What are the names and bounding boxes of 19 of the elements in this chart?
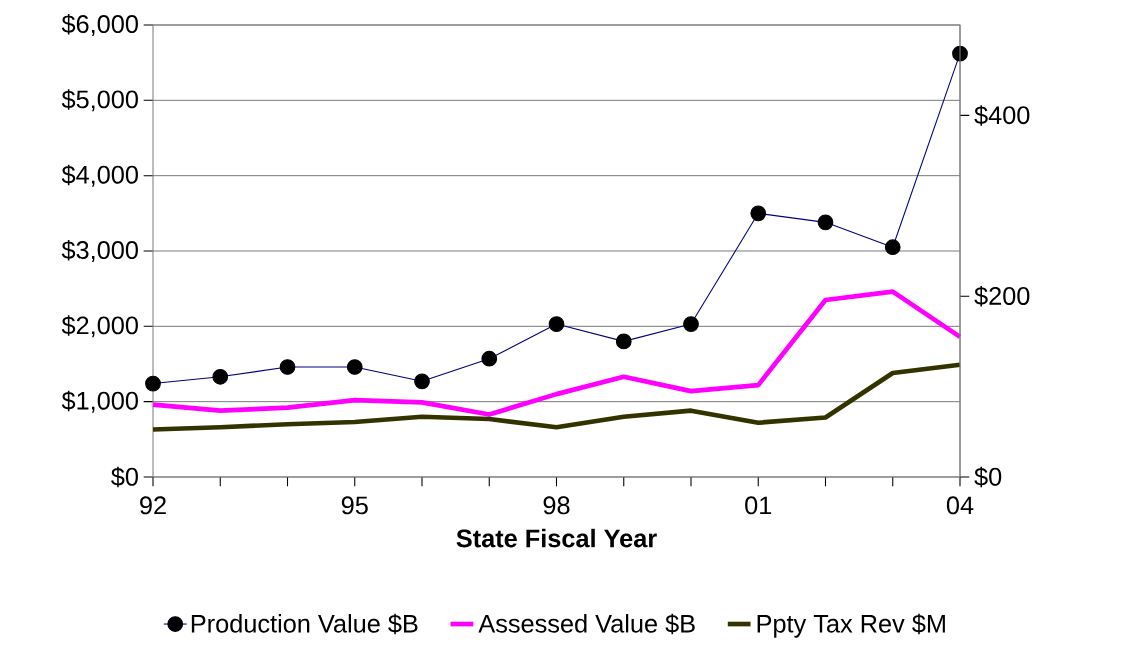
y2-tick-label: $0 xyxy=(974,466,1002,488)
y-tick-label: $5,000 xyxy=(61,89,138,112)
y-tick-label: $2,000 xyxy=(61,315,138,338)
x-tick-label: 98 xyxy=(543,496,570,515)
y2-tick-label: $400 xyxy=(974,105,1030,126)
y2-tick-label: $200 xyxy=(974,285,1030,307)
x-axis-title: State Fiscal Year xyxy=(456,528,657,548)
x-tick-label: 04 xyxy=(946,496,974,515)
x-tick-label: 95 xyxy=(341,496,368,515)
legend-label: Assessed Value $B xyxy=(478,613,695,635)
x-tick-label: 01 xyxy=(745,496,772,515)
y-tick-label: $1,000 xyxy=(61,390,138,413)
y-tick-label: $3,000 xyxy=(61,240,138,262)
legend-label: Ppty Tax Rev $M xyxy=(757,613,945,638)
y-tick-label: $0 xyxy=(111,466,138,488)
y-tick-label: $6,000 xyxy=(61,14,138,36)
x-tick-label: 92 xyxy=(140,496,166,515)
legend-label: Production Value $B xyxy=(191,613,418,635)
y-tick-label: $4,000 xyxy=(61,164,138,187)
